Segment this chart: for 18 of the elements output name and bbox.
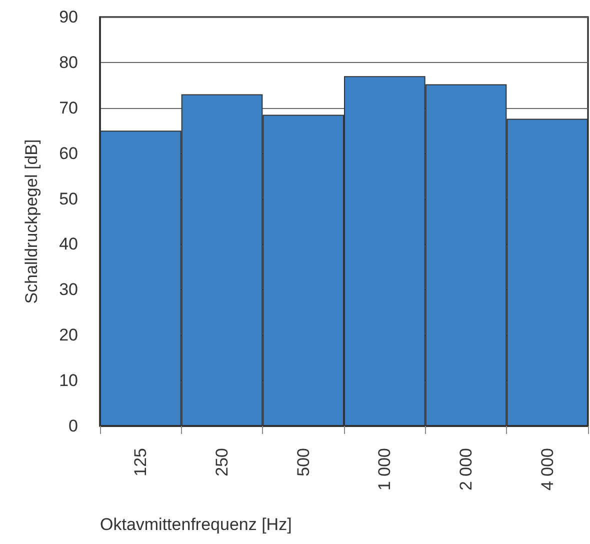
x-tick-label: 250 [212, 448, 232, 476]
x-tick-label: 125 [131, 448, 150, 476]
x-tick-label: 1 000 [375, 448, 394, 491]
y-tick-label: 10 [59, 371, 78, 390]
y-tick-label: 40 [59, 234, 78, 254]
x-tick-label: 4 000 [538, 448, 557, 491]
y-axis-title: Schalldruckpegel [dB] [22, 139, 41, 304]
y-tick-label: 70 [59, 98, 78, 118]
x-axis-title: Oktavmittenfrequenz [Hz] [100, 515, 292, 534]
y-tick-label: 90 [59, 8, 78, 26]
y-tick-label: 50 [59, 189, 78, 208]
x-tick-label: 500 [294, 448, 313, 476]
y-tick-label: 60 [59, 144, 78, 163]
y-tick-label: 80 [59, 52, 78, 72]
y-tick-label: 20 [59, 326, 78, 345]
x-tick-label: 2 000 [456, 448, 476, 491]
y-tick-label: 0 [68, 416, 78, 436]
y-tick-label: 30 [59, 280, 78, 300]
